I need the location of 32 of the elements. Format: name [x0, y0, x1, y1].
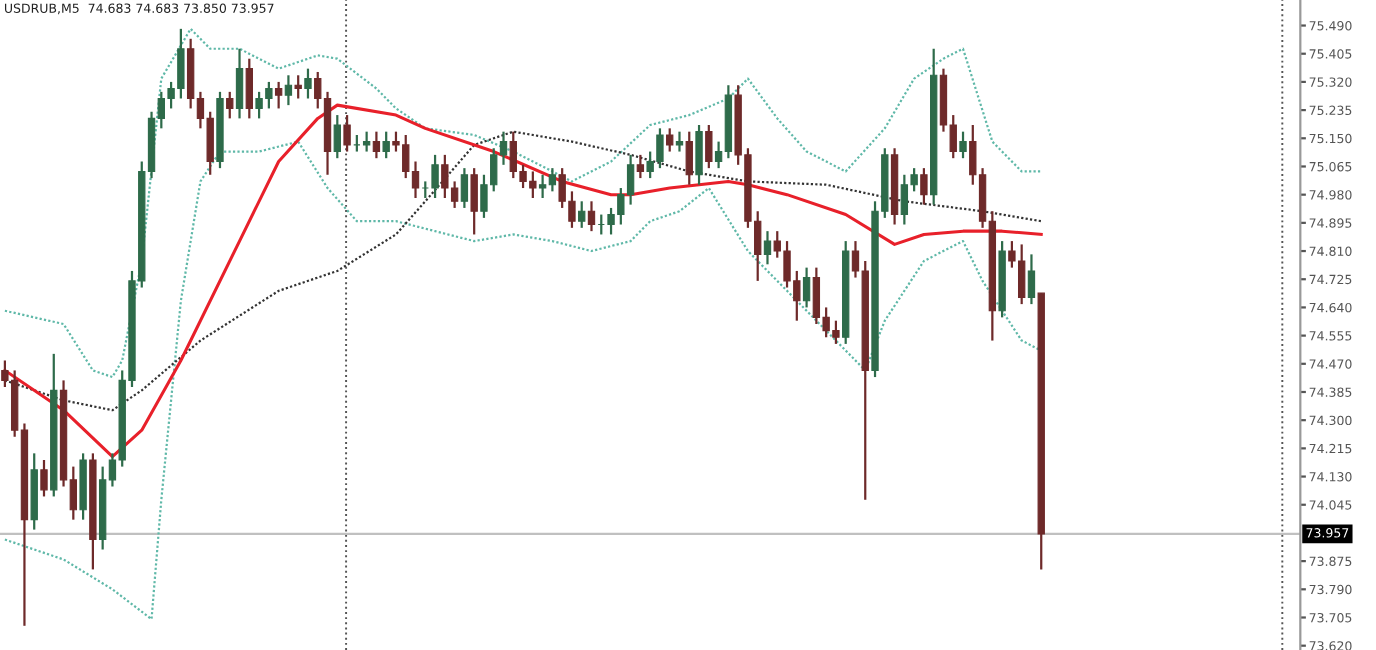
candlestick — [284, 74, 293, 107]
candlestick — [294, 74, 302, 100]
candlestick — [382, 130, 390, 160]
line-series — [3, 140, 1043, 621]
candlestick — [685, 130, 693, 186]
candlestick — [245, 57, 253, 120]
line-series — [3, 103, 1043, 459]
candlestick — [304, 67, 312, 100]
candlestick — [666, 127, 674, 153]
candlestick — [333, 113, 341, 160]
candlestick — [343, 113, 351, 153]
candlestick — [763, 230, 772, 266]
candlestick — [587, 200, 596, 233]
candlestick — [1027, 253, 1036, 306]
candlestick — [40, 458, 48, 498]
candlestick — [362, 130, 371, 153]
candlestick — [675, 130, 684, 153]
candlestick — [372, 130, 381, 160]
candlestick — [695, 123, 703, 186]
line-series — [3, 27, 1043, 379]
candlestick — [274, 80, 283, 110]
candlestick — [802, 266, 811, 309]
candlestick — [470, 167, 478, 236]
candlestick — [636, 153, 645, 180]
candlestick — [226, 90, 234, 120]
candlestick — [460, 167, 469, 210]
candlestick — [959, 130, 967, 160]
line-series — [3, 130, 1043, 412]
candlestick — [235, 47, 244, 120]
candlestick — [705, 123, 713, 170]
candlestick — [920, 167, 928, 206]
candlestick — [578, 200, 586, 229]
